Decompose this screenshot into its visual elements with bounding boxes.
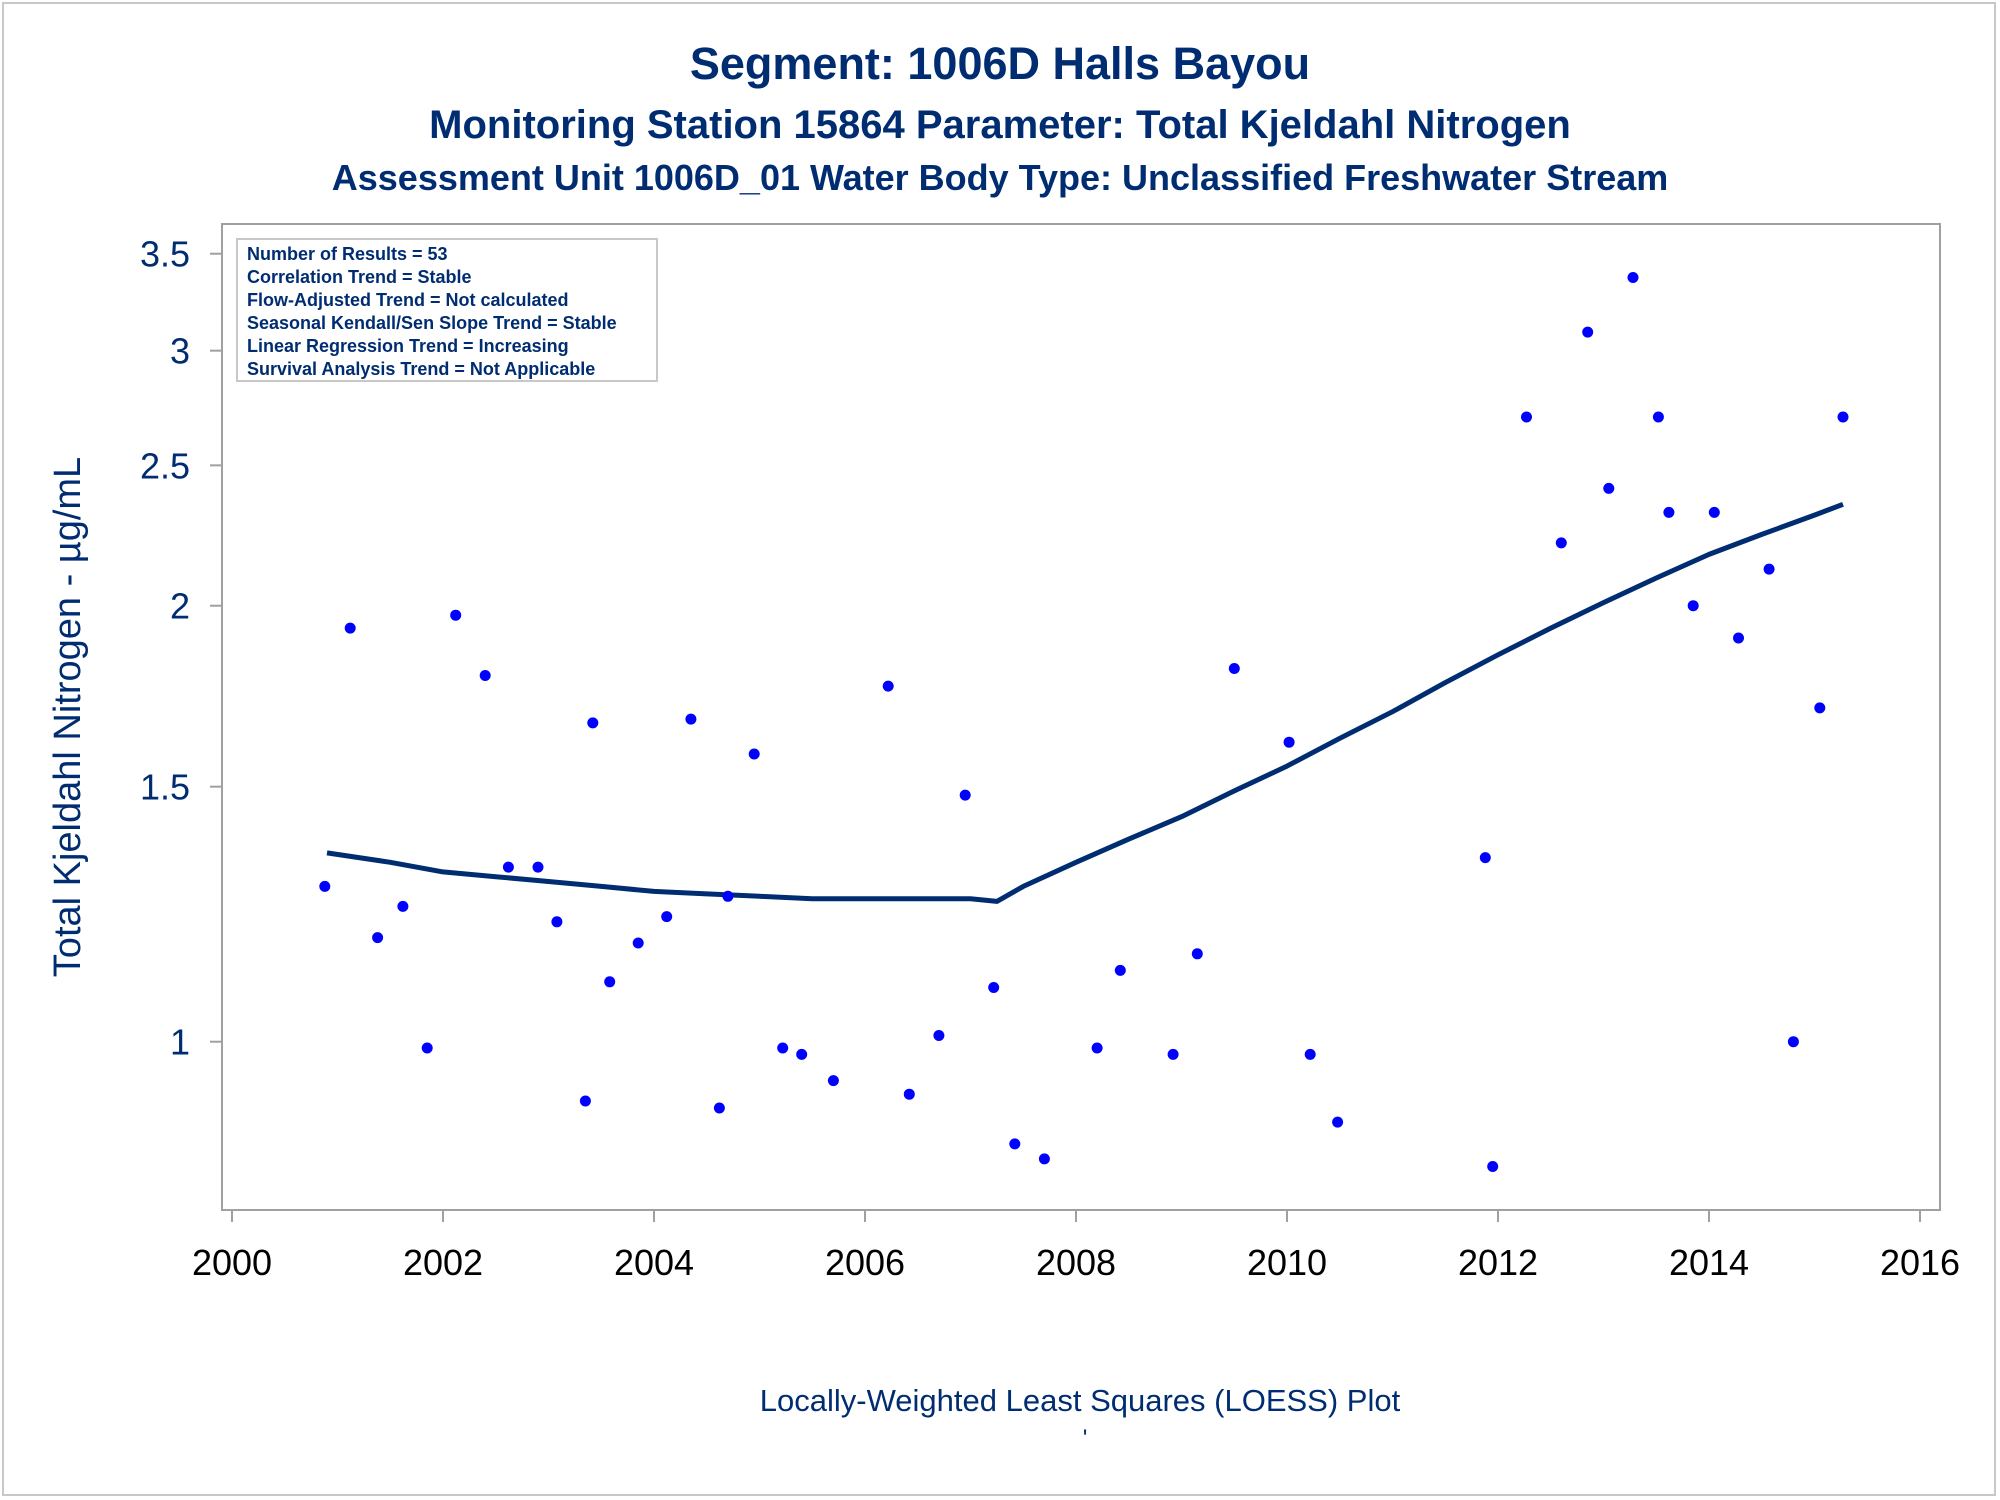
data-point: [1283, 736, 1295, 748]
data-point: [1191, 948, 1203, 960]
data-point: [1582, 326, 1594, 338]
data-point: [933, 1030, 945, 1041]
chart-title: Segment: 1006D Halls Bayou: [690, 38, 1310, 89]
x-tick-label: 2000: [192, 1242, 272, 1283]
data-point: [882, 680, 894, 692]
data-point: [1763, 563, 1775, 575]
data-points: [319, 272, 1849, 1172]
data-point: [1837, 411, 1849, 423]
data-point: [1228, 663, 1240, 674]
x-tick-label: 2004: [614, 1242, 694, 1283]
footnote: Locally-Weighted Least Squares (LOESS) P…: [760, 1383, 1401, 1418]
data-point: [421, 1042, 433, 1054]
data-point: [722, 890, 734, 902]
x-tick-label: 2014: [1669, 1242, 1749, 1283]
legend-entry: Number of Results = 53: [247, 244, 448, 264]
y-tick-label: 3: [170, 331, 190, 372]
x-tick-label: 2010: [1247, 1242, 1327, 1283]
data-point: [1038, 1153, 1050, 1165]
data-point: [344, 622, 356, 634]
x-tick-label: 2002: [403, 1242, 483, 1283]
data-point: [1555, 537, 1567, 549]
data-point: [1652, 411, 1664, 423]
data-point: [1687, 600, 1699, 612]
x-tick-label: 2012: [1458, 1242, 1538, 1283]
data-point: [579, 1095, 591, 1107]
data-point: [587, 717, 599, 729]
data-point: [713, 1102, 725, 1114]
data-point: [450, 609, 462, 621]
data-point: [1009, 1138, 1021, 1150]
x-tick-label: 2006: [825, 1242, 905, 1283]
data-point: [502, 861, 514, 873]
data-point: [959, 789, 971, 801]
y-axis: 1 1.5 2 2.5 3 3.5: [140, 234, 222, 1063]
data-point: [748, 748, 760, 760]
data-point: [397, 900, 409, 912]
data-point: [777, 1042, 789, 1054]
data-point: [1521, 411, 1532, 423]
data-point: [988, 982, 1000, 993]
data-point: [1304, 1048, 1316, 1060]
data-point: [827, 1075, 839, 1087]
data-point: [532, 861, 544, 873]
data-point: [1114, 964, 1126, 976]
legend-entry: Seasonal Kendall/Sen Slope Trend = Stabl…: [247, 313, 617, 333]
chart-subtitle: Monitoring Station 15864 Parameter: Tota…: [429, 103, 1571, 147]
legend-entry: Correlation Trend = Stable: [247, 267, 472, 287]
legend-entry: Flow-Adjusted Trend = Not calculated: [247, 290, 569, 310]
data-point: [903, 1088, 915, 1100]
data-point: [1787, 1036, 1799, 1048]
data-point: [479, 670, 491, 681]
x-tick-label: 2008: [1036, 1242, 1116, 1283]
x-axis: 2000 2002 2004 2006 2008 2010 2012 2014 2016: [192, 1210, 1960, 1283]
data-point: [1479, 852, 1491, 864]
data-point: [1627, 272, 1639, 283]
data-point: [685, 713, 697, 725]
footnote-mark: ': [1083, 1425, 1088, 1452]
y-tick-label: 1: [170, 1022, 190, 1063]
data-point: [372, 932, 384, 944]
data-point: [632, 937, 644, 949]
data-point: [661, 911, 673, 923]
y-tick-label: 2.5: [140, 445, 190, 486]
legend-entry: Survival Analysis Trend = Not Applicable: [247, 359, 595, 379]
loess-trend-line: [326, 501, 1844, 904]
legend: Number of Results = 53 Correlation Trend …: [236, 238, 658, 382]
data-point: [1603, 482, 1615, 494]
data-point: [551, 916, 563, 928]
plot-area: [221, 223, 1941, 1211]
data-point: [1167, 1048, 1179, 1060]
legend-box: [236, 238, 658, 382]
y-tick-label: 2: [170, 586, 190, 627]
data-point: [1487, 1161, 1499, 1172]
y-tick-label: 1.5: [140, 767, 190, 808]
data-point: [1733, 632, 1744, 644]
data-point: [1332, 1116, 1344, 1128]
data-point: [604, 976, 616, 988]
data-point: [1663, 506, 1675, 518]
legend-entry: Linear Regression Trend = Increasing: [247, 336, 569, 356]
data-point: [1091, 1042, 1103, 1054]
y-tick-label: 3.5: [140, 234, 190, 275]
data-point: [319, 880, 331, 892]
y-axis-label: Total Kjeldahl Nitrogen - µg/mL: [47, 457, 89, 977]
data-point: [1814, 702, 1826, 714]
data-point: [1708, 506, 1720, 518]
chart-subtitle-2: Assessment Unit 1006D_01 Water Body Type…: [332, 157, 1669, 198]
data-point: [796, 1048, 808, 1060]
x-tick-label: 2016: [1880, 1242, 1960, 1283]
